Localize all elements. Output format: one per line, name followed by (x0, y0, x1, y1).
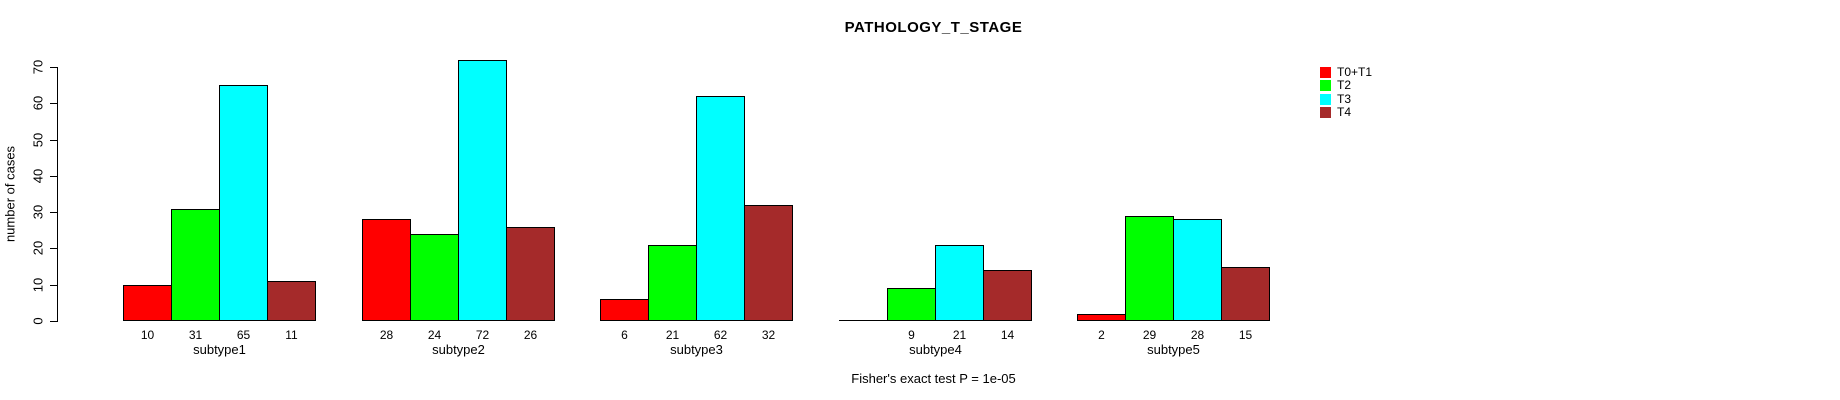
bar-subtype3-T0+T1 (600, 299, 649, 321)
bar-subtype2-T4 (506, 227, 555, 321)
legend-item-T0+T1: T0+T1 (1320, 66, 1372, 79)
legend-label: T2 (1337, 78, 1352, 93)
y-axis-tick (50, 176, 57, 177)
annotation-fisher-test: Fisher's exact test P = 1e-05 (851, 371, 1016, 386)
y-axis-tick (50, 140, 57, 141)
bar-subtype1-T4 (267, 281, 316, 321)
legend-swatch-T4 (1320, 107, 1331, 119)
bar-value-label: 11 (285, 328, 298, 342)
bar-subtype2-T2 (410, 234, 459, 321)
category-label-subtype1: subtype1 (193, 342, 246, 357)
y-axis-tick (50, 67, 57, 68)
y-axis-tick (50, 212, 57, 213)
y-axis-tick-label: 40 (30, 168, 46, 184)
y-axis-line (57, 67, 58, 322)
bar-value-label: 28 (379, 328, 394, 342)
bar-value-label: 2 (1098, 328, 1105, 342)
legend-item-T2: T2 (1320, 79, 1351, 92)
category-label-subtype3: subtype3 (670, 342, 723, 357)
category-label-subtype2: subtype2 (432, 342, 485, 357)
bar-subtype5-T3 (1173, 219, 1222, 321)
legend-swatch-T0+T1 (1320, 67, 1331, 78)
bar-subtype1-T2 (171, 209, 220, 321)
bar-value-label: 9 (908, 328, 915, 342)
y-axis-tick (50, 248, 57, 249)
bar-subtype4-T4 (983, 270, 1032, 321)
bar-subtype4-T0+T1-zero-line (839, 320, 888, 321)
bar-subtype3-T3 (696, 96, 745, 321)
bar-value-label: 29 (1142, 328, 1157, 342)
bar-value-label: 15 (1238, 328, 1253, 342)
legend-swatch-T2 (1320, 80, 1331, 92)
bar-subtype1-T3 (219, 85, 268, 321)
bar-subtype3-T2 (648, 245, 697, 321)
legend-label: T0+T1 (1337, 65, 1373, 79)
y-axis-tick (50, 103, 57, 104)
bar-subtype5-T2 (1125, 216, 1174, 321)
bar-value-label: 14 (1000, 328, 1015, 342)
y-axis-tick-label: 0 (30, 317, 46, 325)
y-axis-tick (50, 285, 57, 286)
y-axis-label: number of cases (2, 145, 18, 243)
category-label-subtype5: subtype5 (1147, 342, 1200, 357)
bar-value-label: 62 (713, 328, 728, 342)
bar-subtype3-T4 (744, 205, 793, 321)
bar-subtype2-T0+T1 (362, 219, 411, 321)
bar-value-label: 21 (952, 328, 967, 342)
bar-value-label: 10 (140, 328, 155, 342)
category-label-subtype4: subtype4 (909, 342, 962, 357)
bar-value-label: 32 (761, 328, 776, 342)
bar-value-label: 28 (1190, 328, 1205, 342)
bar-value-label: 21 (665, 328, 680, 342)
y-axis-tick (50, 321, 57, 322)
y-axis-tick-label: 50 (30, 132, 46, 148)
legend-label: T3 (1337, 91, 1352, 106)
y-axis-tick-label: 20 (30, 240, 46, 256)
bar-value-label: 6 (621, 328, 628, 342)
bar-value-label: 72 (475, 328, 490, 342)
bar-value-label: 26 (523, 328, 538, 342)
bar-subtype2-T3 (458, 60, 507, 321)
bar-subtype5-T4 (1221, 267, 1270, 321)
chart-title: PATHOLOGY_T_STAGE (844, 19, 1023, 36)
y-axis-tick-label: 70 (30, 59, 46, 75)
bar-value-label: 65 (236, 328, 251, 342)
legend-swatch-T3 (1320, 93, 1331, 105)
bar-subtype4-T3 (935, 245, 984, 321)
bar-value-label: 24 (427, 328, 442, 342)
bar-subtype5-T0+T1 (1077, 314, 1126, 321)
y-axis-tick-label: 30 (30, 204, 46, 220)
y-axis-tick-label: 10 (30, 277, 46, 293)
bar-subtype4-T2 (887, 288, 936, 321)
legend-item-T3: T3 (1320, 91, 1352, 106)
bar-subtype1-T0+T1 (123, 285, 172, 321)
legend-label: T4 (1337, 105, 1352, 120)
bar-value-label: 31 (188, 328, 203, 342)
legend-item-T4: T4 (1320, 106, 1351, 119)
y-axis-tick-label: 60 (30, 95, 46, 111)
